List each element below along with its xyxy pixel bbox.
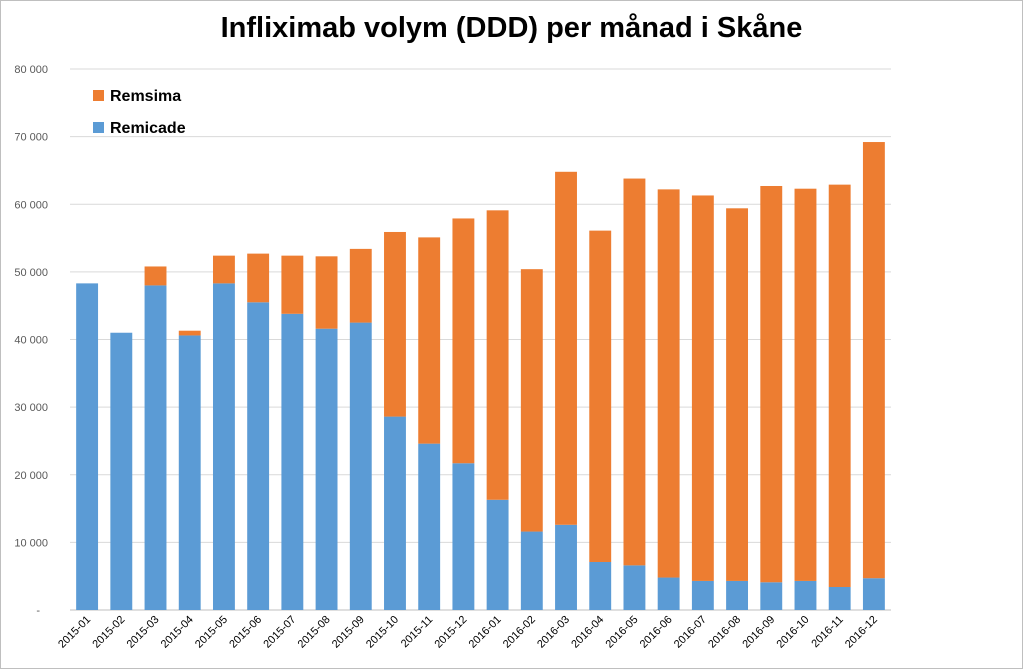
- y-tick-label: 80 000: [14, 64, 48, 76]
- x-tick-label: 2015-12: [432, 614, 469, 651]
- bar-remicade-2016-09: [760, 582, 783, 610]
- bar-remsima-2016-06: [657, 189, 680, 578]
- bar-remsima-2015-06: [247, 253, 270, 303]
- bar-remsima-2015-09: [349, 248, 372, 323]
- bar-remsima-2015-11: [418, 237, 441, 444]
- bar-remicade-2016-01: [486, 499, 509, 610]
- y-tick-label: 60 000: [14, 199, 48, 211]
- bar-remsima-2016-07: [691, 195, 714, 581]
- bar-remsima-2016-05: [623, 178, 646, 566]
- legend-label-remicade: Remicade: [110, 120, 186, 137]
- y-tick-label: 30 000: [14, 402, 48, 414]
- bar-remsima-2016-03: [555, 171, 577, 525]
- y-tick-label: 40 000: [14, 335, 48, 347]
- x-tick-label: 2016-03: [535, 614, 572, 651]
- bar-remicade-2015-05: [212, 283, 235, 610]
- bar-remicade-2016-12: [862, 578, 885, 610]
- bar-remicade-2016-07: [691, 580, 714, 610]
- bar-remsima-2015-05: [212, 255, 235, 284]
- x-tick-label: 2015-10: [364, 614, 401, 651]
- x-axis-ticks: 2015-012015-022015-032015-042015-052015-…: [56, 614, 880, 651]
- bar-remicade-2015-09: [349, 322, 372, 610]
- bar-remicade-2016-03: [555, 524, 577, 610]
- bar-remsima-2015-12: [452, 218, 475, 464]
- bar-remicade-2016-11: [828, 587, 851, 610]
- x-tick-label: 2016-10: [775, 614, 812, 651]
- x-tick-label: 2016-07: [672, 614, 709, 651]
- bar-remsima-2016-10: [794, 188, 817, 581]
- bar-remicade-2016-08: [726, 580, 749, 610]
- x-tick-label: 2015-05: [193, 614, 230, 651]
- y-tick-label: 20 000: [14, 470, 48, 482]
- y-tick-label: 70 000: [14, 132, 48, 144]
- bar-remsima-2015-04: [178, 330, 201, 336]
- x-tick-label: 2015-11: [399, 614, 435, 650]
- bar-remicade-2016-04: [589, 561, 612, 610]
- bar-remicade-2015-02: [110, 332, 133, 610]
- bar-remsima-2016-08: [726, 208, 749, 581]
- bar-remicade-2015-07: [281, 313, 304, 610]
- x-tick-label: 2016-02: [501, 614, 538, 651]
- y-tick-label: 50 000: [14, 267, 48, 279]
- legend-swatch-remicade: [93, 122, 104, 133]
- y-tick-label: 10 000: [14, 537, 48, 549]
- bar-remsima-2015-03: [144, 266, 167, 286]
- x-tick-label: 2016-09: [740, 614, 777, 651]
- bar-remicade-2015-10: [384, 416, 406, 610]
- bar-remsima-2016-12: [862, 142, 885, 579]
- bar-remsima-2015-07: [281, 255, 304, 314]
- x-tick-label: 2015-01: [56, 614, 93, 651]
- x-tick-label: 2016-08: [706, 614, 743, 651]
- bar-remsima-2015-08: [315, 256, 338, 329]
- bar-remicade-2015-03: [144, 285, 167, 610]
- bar-remicade-2015-11: [418, 443, 441, 610]
- bar-remicade-2015-12: [452, 463, 475, 610]
- bar-remicade-2015-08: [315, 328, 338, 610]
- x-tick-label: 2015-09: [330, 614, 367, 651]
- x-tick-label: 2016-11: [809, 614, 845, 650]
- x-tick-label: 2016-06: [638, 614, 675, 651]
- x-tick-label: 2015-02: [90, 614, 127, 651]
- bars: [76, 142, 885, 610]
- x-tick-label: 2015-03: [125, 614, 162, 651]
- x-tick-label: 2015-07: [261, 614, 298, 651]
- gridlines: [70, 68, 891, 611]
- bar-remicade-2016-06: [657, 577, 680, 610]
- bar-remsima-2016-01: [486, 210, 509, 500]
- x-tick-label: 2015-08: [296, 614, 333, 651]
- y-tick-label: -: [36, 605, 40, 617]
- legend: Remsima Remicade: [93, 88, 186, 137]
- bar-remicade-2015-01: [76, 283, 99, 610]
- bar-remsima-2015-10: [384, 231, 406, 417]
- x-tick-label: 2016-04: [569, 614, 606, 651]
- bar-remicade-2016-02: [520, 531, 543, 610]
- legend-label-remsima: Remsima: [110, 88, 181, 105]
- y-axis-ticks: - 10 000 20 000 30 000 40 000 50 000 60 000 70 …: [14, 64, 48, 617]
- x-tick-label: 2015-06: [227, 614, 264, 651]
- x-tick-label: 2016-12: [843, 614, 880, 651]
- chart-title: Infliximab volym (DDD) per månad i Skåne: [220, 12, 803, 44]
- x-tick-label: 2015-04: [159, 614, 196, 651]
- bar-remsima-2016-04: [589, 230, 612, 562]
- x-tick-label: 2016-05: [604, 614, 641, 651]
- x-tick-label: 2016-01: [467, 614, 504, 651]
- bar-remsima-2016-11: [828, 184, 851, 588]
- bar-remicade-2015-06: [247, 302, 270, 610]
- bar-remicade-2015-04: [178, 335, 201, 610]
- bar-remsima-2016-02: [520, 269, 543, 532]
- legend-swatch-remsima: [93, 90, 104, 101]
- bar-remicade-2016-05: [623, 565, 646, 610]
- bar-remsima-2016-09: [760, 185, 783, 583]
- bar-remicade-2016-10: [794, 580, 817, 610]
